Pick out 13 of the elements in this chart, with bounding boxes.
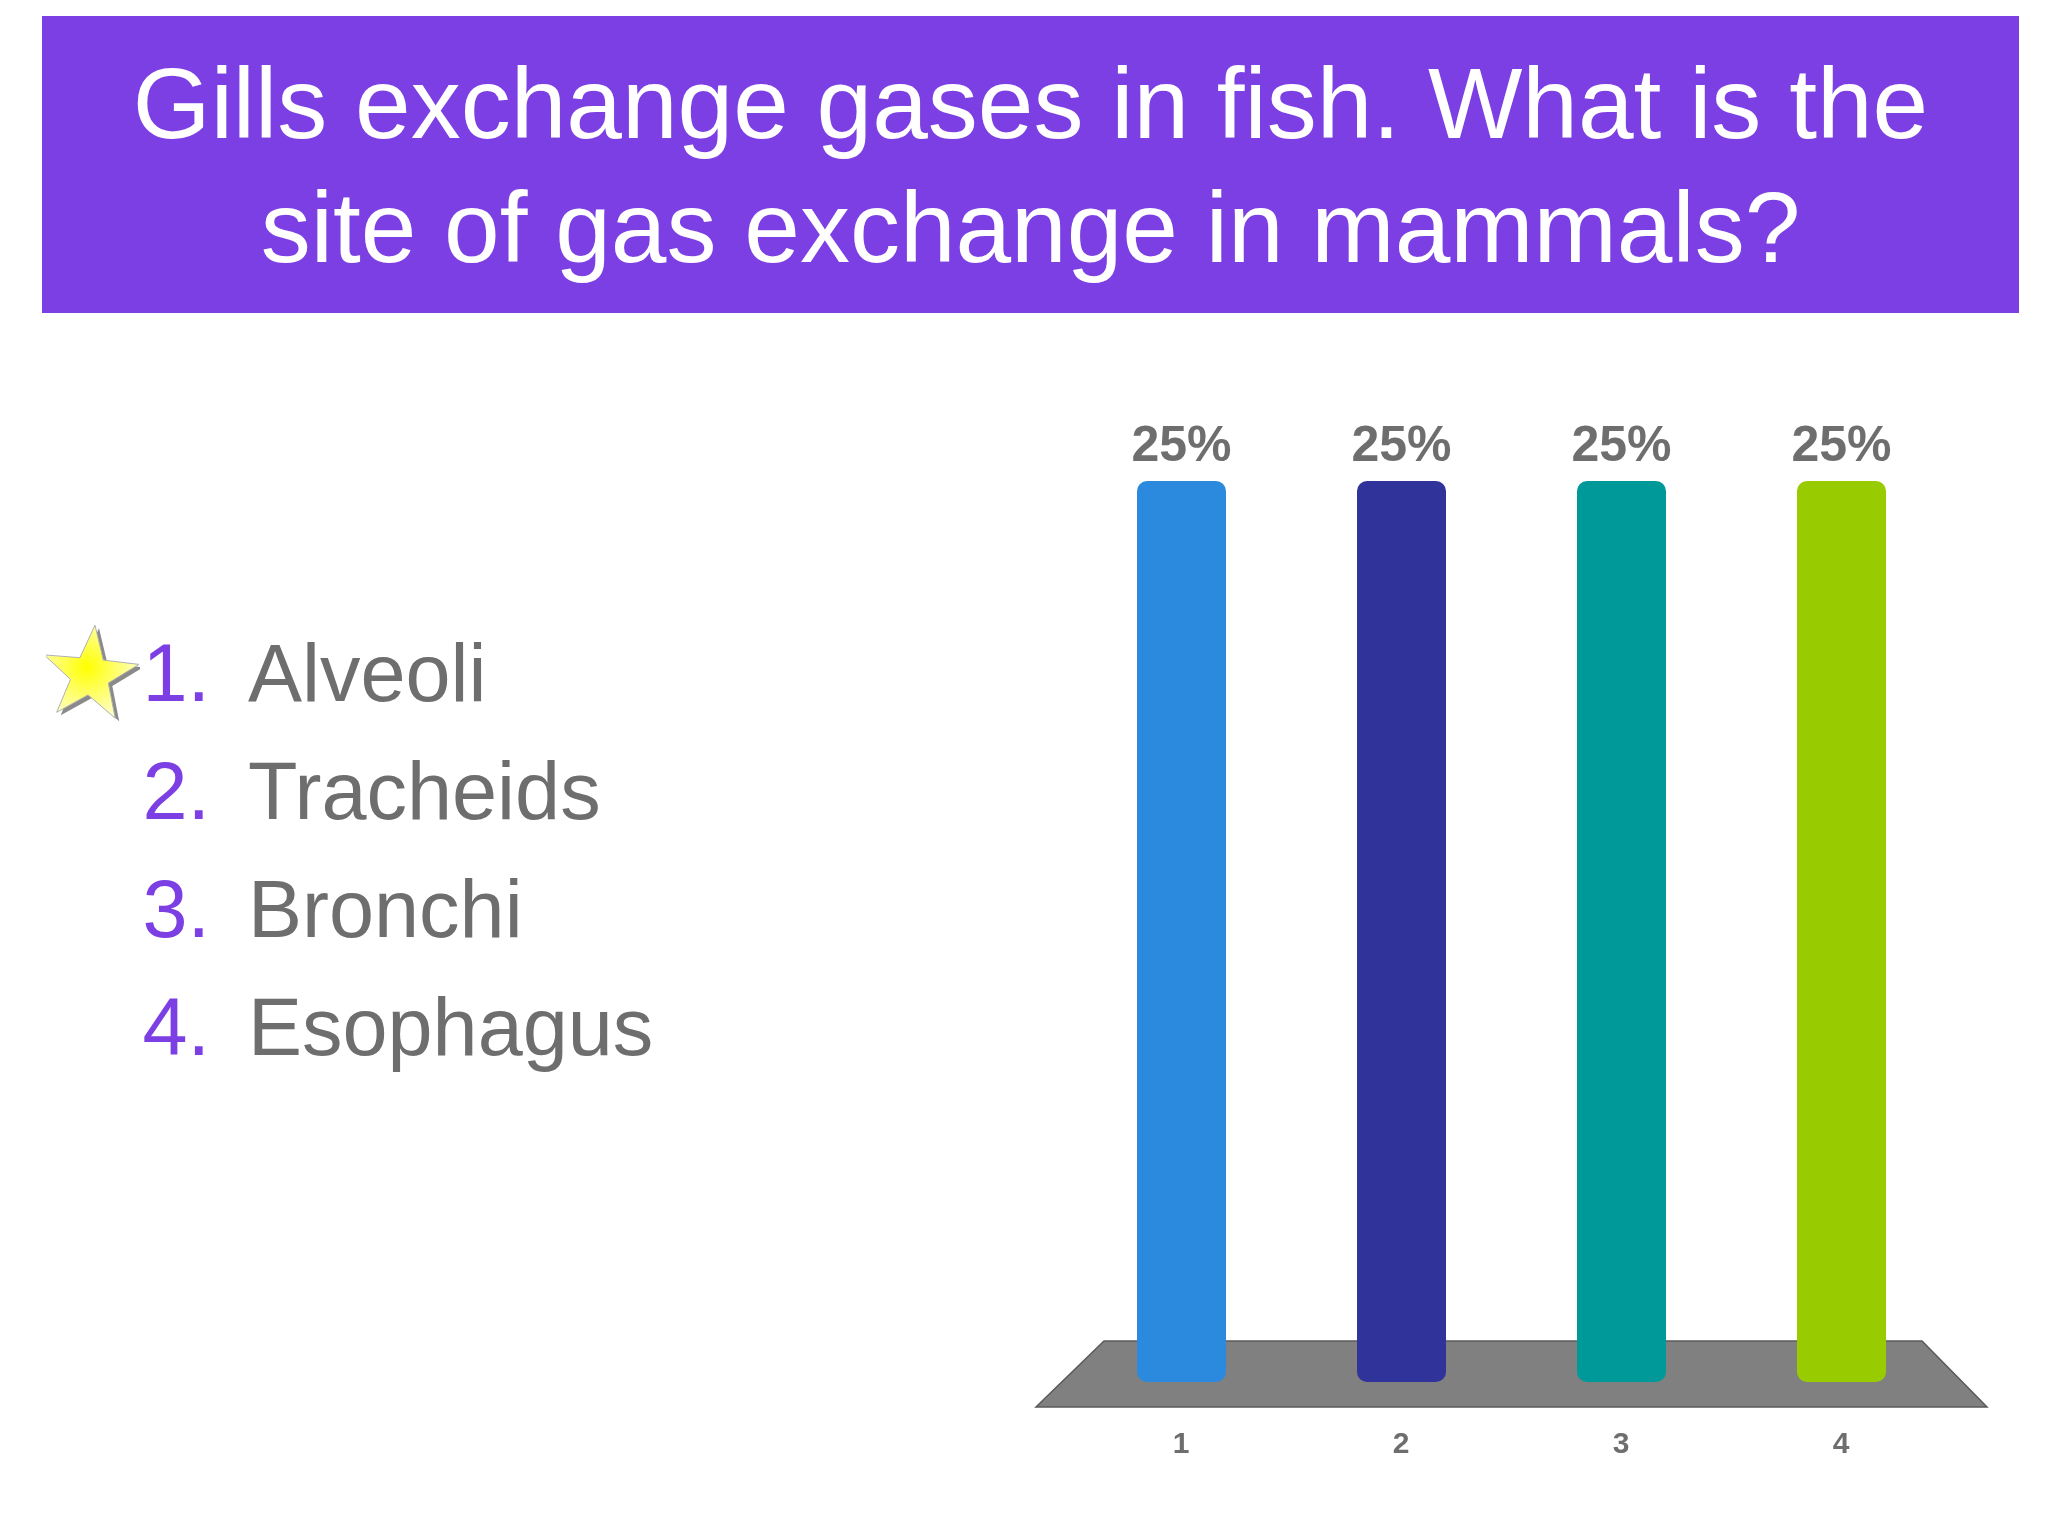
data-label: 25% xyxy=(1351,416,1452,472)
data-label: 25% xyxy=(1571,416,1672,472)
text: 2. Tracheids xyxy=(141,745,601,838)
data-label: 25% xyxy=(1131,416,1232,472)
x-tick-label: 3 xyxy=(1612,1426,1630,1460)
text: 1. Alveoli xyxy=(141,627,487,720)
data-label: 25% xyxy=(1791,416,1892,472)
text: 3. Bronchi xyxy=(141,863,523,956)
x-tick-label: 1 xyxy=(1172,1426,1190,1460)
x-tick-label: 2 xyxy=(1392,1426,1410,1460)
text: 4. Esophagus xyxy=(141,981,654,1074)
chart-title: Gills exchange gases in fish. What is the site of gas exchange in mammals? xyxy=(131,45,1930,285)
x-tick-label: 4 xyxy=(1832,1426,1850,1460)
